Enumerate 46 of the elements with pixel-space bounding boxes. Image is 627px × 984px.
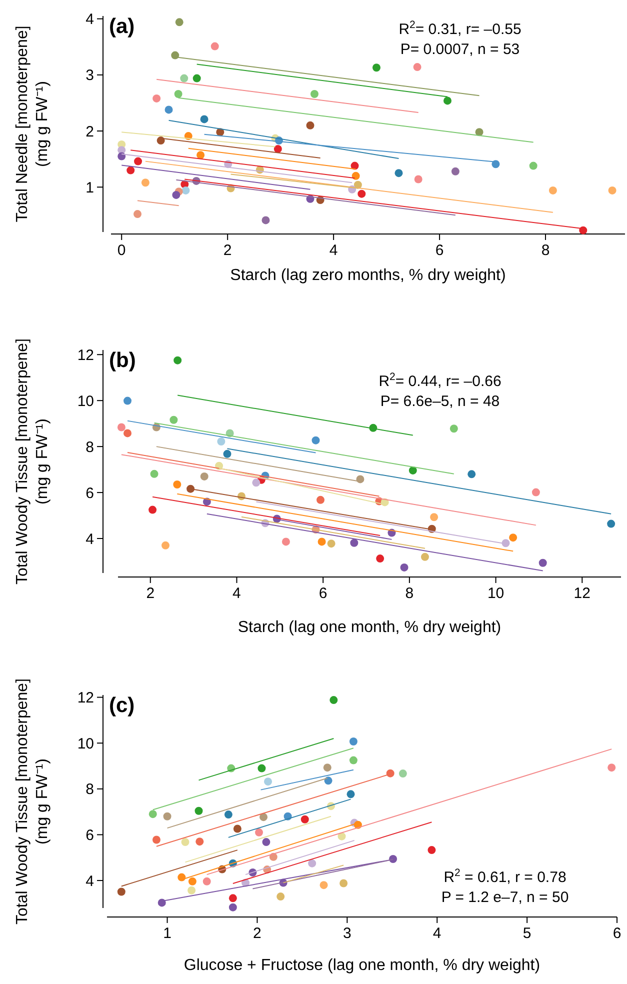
x-tick-label: 12 xyxy=(574,585,590,602)
x-tick-label: 4 xyxy=(329,242,338,259)
y-tick-label: 6 xyxy=(86,484,94,502)
annotation: R$^{2}$= 0.31, r= –0.55 xyxy=(398,19,522,38)
annotation: P= 6.6e–5, n = 48 xyxy=(380,393,500,410)
y-tick-label: 2 xyxy=(86,123,94,140)
x-tick-label: 8 xyxy=(405,585,414,602)
y-tick-label: 4 xyxy=(86,872,94,890)
y-axis-title: Total Needle [monoterpene] (mg g FW⁻¹) xyxy=(14,26,51,222)
x-tick-label: 6 xyxy=(612,925,622,942)
x-axis-title: Starch (lag zero months, % dry weight) xyxy=(230,267,506,284)
x-tick-label: 2 xyxy=(146,585,155,602)
annotation: R$^{2}$ = 0.61, r = 0.78 xyxy=(444,867,566,886)
x-tick-label: 1 xyxy=(163,925,172,942)
y-tick-label: 6 xyxy=(86,826,94,844)
x-axis-title: Glucose + Fructose (lag one month, % dry weight) xyxy=(184,957,540,974)
y-axis-title: Total Woody Tissue [monoterpene] (mg g FW⁻¹) xyxy=(14,678,51,925)
x-tick-label: 8 xyxy=(541,242,550,259)
y-tick-label: 12 xyxy=(77,690,94,707)
y-tick-label: 1 xyxy=(86,179,94,196)
x-tick-label: 4 xyxy=(232,585,241,602)
chart-title: (a) xyxy=(109,15,135,38)
x-tick-label: 2 xyxy=(223,242,232,259)
y-tick-label: 8 xyxy=(86,781,94,798)
annotation: R$^{2}$= 0.44, r= –0.66 xyxy=(378,371,502,390)
y-tick-label: 8 xyxy=(86,438,94,456)
y-tick-label: 10 xyxy=(77,735,94,752)
annotation: P = 1.2 e–7, n = 50 xyxy=(441,889,569,906)
x-tick-label: 0 xyxy=(117,242,126,259)
x-tick-label: 6 xyxy=(318,585,328,602)
x-tick-label: 2 xyxy=(253,925,262,942)
y-tick-label: 12 xyxy=(77,346,94,364)
y-tick-label: 10 xyxy=(77,392,94,410)
x-tick-label: 4 xyxy=(432,925,442,942)
y-tick-label: 4 xyxy=(86,530,94,548)
x-axis-title: Starch (lag one month, % dry weight) xyxy=(238,619,502,636)
annotation: P= 0.0007, n = 53 xyxy=(400,41,520,58)
chart-title: (b) xyxy=(109,349,136,372)
y-axis-title: Total Woody Tissue [monoterpene] (mg g FW⁻¹) xyxy=(14,338,51,585)
x-tick-label: 10 xyxy=(487,585,504,602)
x-tick-label: 3 xyxy=(342,925,352,942)
x-tick-label: 6 xyxy=(435,242,444,259)
chart-title: (c) xyxy=(109,694,135,717)
y-tick-label: 4 xyxy=(86,11,94,28)
x-tick-label: 5 xyxy=(522,925,532,942)
y-tick-label: 3 xyxy=(86,67,94,84)
